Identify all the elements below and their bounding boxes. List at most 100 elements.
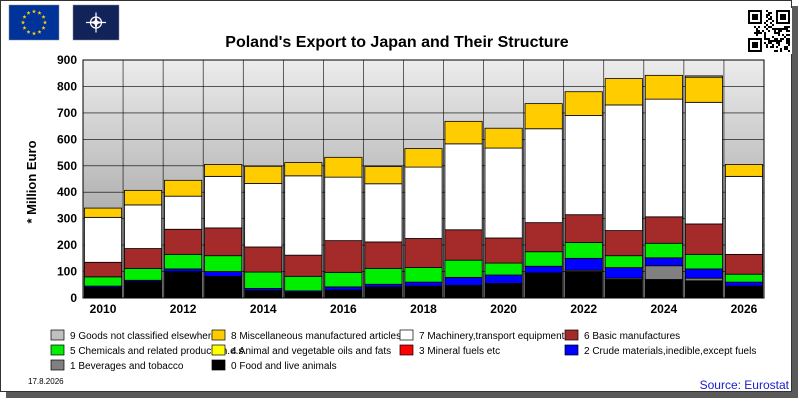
legend-item: 9 Goods not classified elsewhere <box>50 329 217 342</box>
y-tick-label: 0 <box>70 291 77 305</box>
bar-segment <box>164 179 203 197</box>
bar-segment <box>324 240 363 273</box>
legend-swatch <box>211 329 226 341</box>
bar-segment <box>644 265 683 280</box>
legend-swatch <box>50 344 65 356</box>
bar-segment <box>684 101 723 225</box>
bar-segment <box>124 267 163 281</box>
x-tick-label: 2010 <box>90 302 117 316</box>
bar-segment <box>604 78 643 106</box>
legend-swatch <box>50 359 65 371</box>
bar-segment <box>444 259 483 278</box>
bar-segment <box>84 216 123 263</box>
bar-segment <box>564 242 603 259</box>
bar-segment <box>84 207 123 218</box>
bar-segment <box>524 251 563 267</box>
bar-segment <box>284 254 323 277</box>
bar-segment <box>444 284 483 299</box>
legend-item: 7 Machinery,transport equipment <box>399 329 565 342</box>
bar-segment <box>524 128 563 224</box>
x-tick-label: 2014 <box>250 302 277 316</box>
y-tick-label: 900 <box>57 53 77 67</box>
legend-item: 5 Chemicals and related products,n.e.s. <box>50 344 246 357</box>
bar-segment <box>644 98 683 218</box>
bar-segment <box>284 291 323 299</box>
bar-segment <box>524 222 563 253</box>
bar-segment <box>204 275 243 299</box>
bar-segment <box>724 281 763 287</box>
bar-segment <box>284 275 323 292</box>
bar-segment <box>684 280 723 299</box>
x-tick-label: 2018 <box>410 302 437 316</box>
date-stamp: 17.8.2026 <box>28 377 64 386</box>
bar-segment <box>284 162 323 177</box>
bar-segment <box>204 164 243 177</box>
bar-segment <box>364 166 403 185</box>
bar-segment <box>524 272 563 299</box>
legend-item: 1 Beverages and tobacco <box>50 359 184 372</box>
y-tick-label: 800 <box>57 79 77 93</box>
x-tick-label: 2022 <box>570 302 597 316</box>
y-tick-label: 400 <box>57 185 77 199</box>
bar-segment <box>644 257 683 267</box>
bar-segment <box>204 227 243 257</box>
x-tick-label: 2024 <box>651 302 678 316</box>
bar-segment <box>124 281 163 299</box>
bar-segment <box>244 246 283 273</box>
y-tick-label: 600 <box>57 132 77 146</box>
bar-segment <box>484 262 523 276</box>
plot-area: 0 100 200 300 400 500 600 700 800 900 2010 2012 2014… <box>57 53 765 316</box>
bar-segment <box>644 242 683 259</box>
bar-segment <box>404 166 443 239</box>
bar-segment <box>484 147 523 239</box>
bar-segment <box>164 253 203 270</box>
bar-segment <box>644 216 683 244</box>
bar-segment <box>444 229 483 261</box>
legend-label: 4 Animal and vegetable oils and fats <box>231 346 391 357</box>
bar-segment <box>564 214 603 243</box>
x-tick-label: 2016 <box>330 302 357 316</box>
bar-segment <box>124 189 163 206</box>
legend-swatch <box>399 329 414 341</box>
bar-segment <box>324 271 363 288</box>
bar-segment <box>404 148 443 168</box>
bar-segment <box>684 75 723 78</box>
bar-segment <box>604 279 643 299</box>
bar-segment <box>724 164 763 177</box>
legend: 9 Goods not classified elsewhere 8 Miscel… <box>50 329 756 372</box>
bar-segment <box>404 281 443 287</box>
bar-segment <box>244 271 283 289</box>
bar-segment <box>284 175 323 256</box>
bar-segment <box>444 276 483 286</box>
legend-label: 6 Basic manufactures <box>584 331 680 342</box>
legend-label: 2 Crude materials,inedible,except fuels <box>584 346 756 357</box>
bar-segment <box>684 253 723 270</box>
x-tick-label: 2020 <box>490 302 517 316</box>
y-tick-label: 500 <box>57 159 77 173</box>
bar-segment <box>404 267 443 283</box>
legend-item: 3 Mineral fuels etc <box>399 344 500 357</box>
bar-segment <box>84 261 123 278</box>
qr-code-icon <box>746 8 792 54</box>
bar-segment <box>564 257 603 271</box>
bar-segment <box>484 274 523 284</box>
bar-segment <box>564 91 603 116</box>
bar-segment <box>604 104 643 231</box>
source-note: Source: Eurostat <box>700 378 790 392</box>
legend-item: 0 Food and live animals <box>211 359 337 372</box>
bar-segment <box>484 127 523 149</box>
frame-shadow-right <box>792 6 798 398</box>
legend-item: 8 Miscellaneous manufactured articles <box>211 329 401 342</box>
y-tick-label: 200 <box>57 238 77 252</box>
legend-label: 1 Beverages and tobacco <box>70 361 184 372</box>
legend-label: 9 Goods not classified elsewhere <box>70 331 217 342</box>
nato-flag-icon <box>72 4 120 41</box>
bar-segment <box>684 223 723 255</box>
legend-swatch <box>564 344 579 356</box>
legend-swatch <box>211 344 226 356</box>
legend-swatch <box>211 359 226 371</box>
plot-border <box>82 59 765 299</box>
bar-segment <box>644 74 683 100</box>
legend-label: 5 Chemicals and related products,n.e.s. <box>70 346 246 357</box>
